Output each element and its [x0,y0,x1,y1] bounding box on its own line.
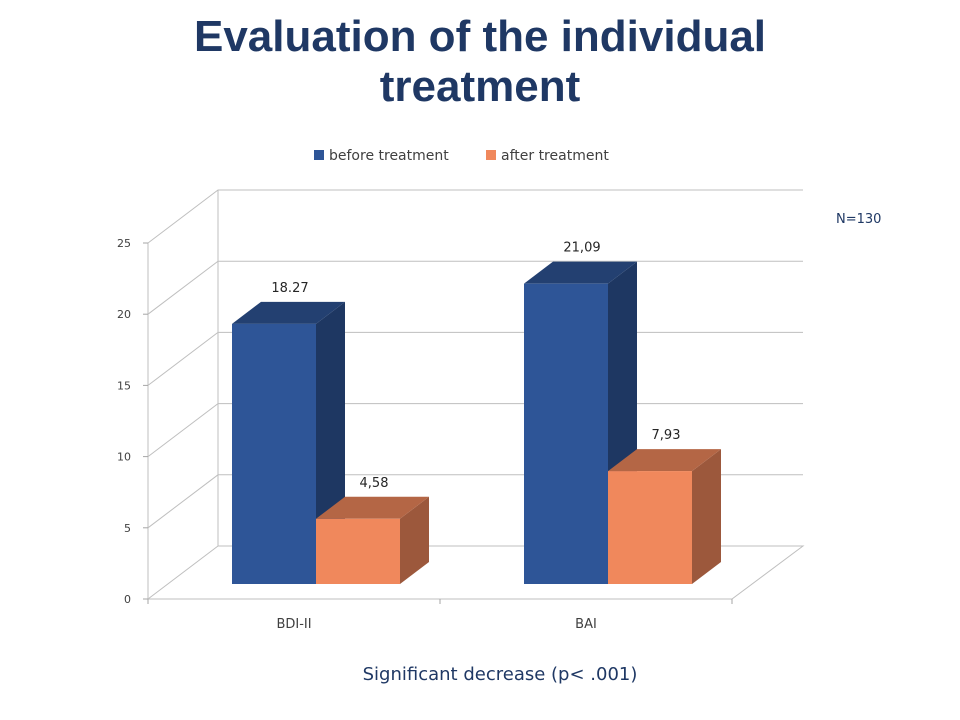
data-label: 18.27 [271,281,308,296]
significance-note: Significant decrease (p< .001) [362,664,638,685]
data-label: 4,58 [360,476,389,491]
x-axis-categories: BDI-II BAI [147,599,733,632]
title-line-2: treatment [379,62,581,111]
legend: before treatment after treatment [314,148,609,164]
legend-label-after: after treatment [501,148,609,164]
x-category-label: BDI-II [276,617,311,632]
x-category-label: BAI [575,617,597,632]
bar-side [692,449,721,584]
bar-top [232,301,345,324]
bar-top [608,449,721,472]
bar-front [232,323,316,584]
y-tick-label: 5 [124,522,131,535]
data-label: 21,09 [563,241,600,256]
data-label: 7,93 [652,428,681,443]
legend-label-before: before treatment [329,148,449,164]
data-labels: 18.27 4,58 21,09 7,93 [271,241,680,491]
bar [608,449,721,584]
y-tick-label: 20 [117,308,131,321]
legend-swatch-before [314,150,324,160]
y-axis-ticks: 0 5 10 15 20 25 [117,237,148,606]
y-tick-label: 10 [117,451,131,464]
bar-front [524,283,608,584]
floor-outline [147,545,805,600]
y-tick-label: 15 [117,379,131,392]
bar-side [400,496,429,584]
page-title: Evaluation of the individual treatment [0,12,960,112]
gridline [147,189,803,244]
bar-front [316,518,400,584]
sample-size-annotation: N=130 [836,212,881,227]
gridline [147,260,803,315]
bars [232,261,721,584]
y-tick-label: 0 [124,593,131,606]
title-line-1: Evaluation of the individual [193,12,767,61]
legend-swatch-after [486,150,496,160]
y-tick-label: 25 [117,237,131,250]
chart-walls [147,190,805,600]
bar [316,496,429,584]
bar [524,261,637,584]
bar-front [608,471,692,584]
bar-top [524,261,637,284]
bar-top [316,496,429,519]
